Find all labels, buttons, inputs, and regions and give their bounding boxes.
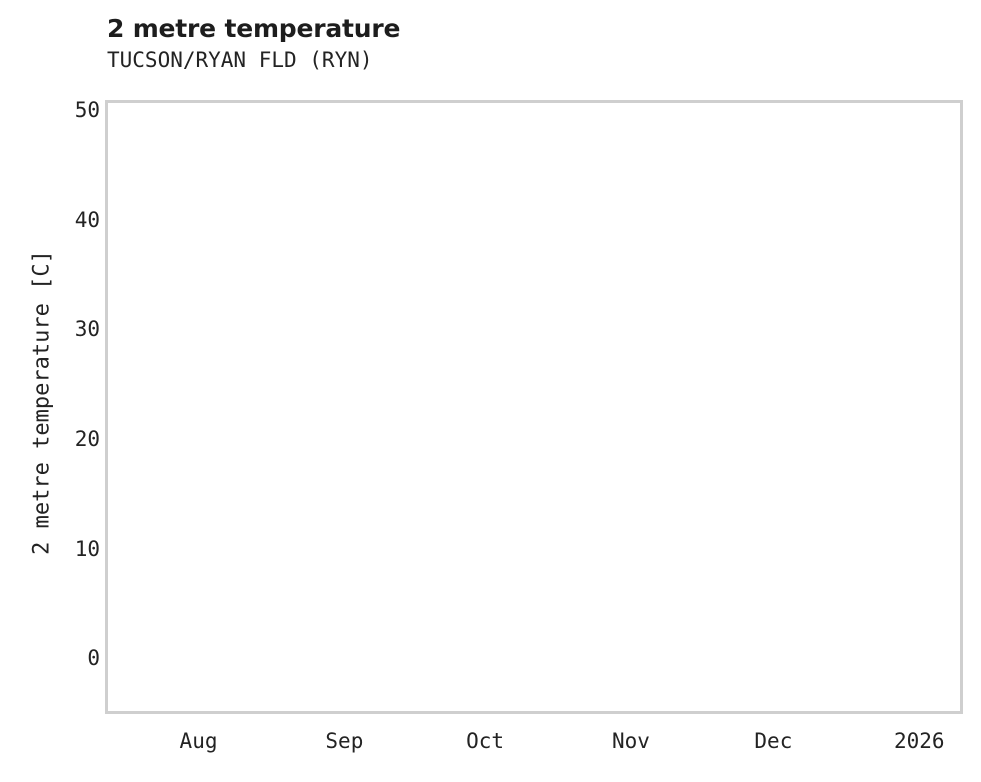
y-axis-tick-label: 30: [74, 317, 100, 342]
x-axis-tick-label: Dec: [754, 729, 793, 753]
y-axis-label: 2 metre temperature [C]: [29, 250, 55, 555]
y-axis-tick-label: 10: [74, 536, 100, 561]
y-axis-tick-layer: 0 10 20 30 40 50: [30, 0, 100, 782]
x-axis-tick-label: Nov: [611, 729, 650, 753]
plot-area: [105, 100, 963, 714]
x-axis-tick-label: 2026: [893, 729, 945, 753]
y-axis-tick-label: 40: [74, 207, 100, 232]
x-axis-tick-label: Sep: [325, 729, 364, 753]
page-subtitle: TUCSON/RYAN FLD (RYN): [107, 48, 373, 72]
y-axis-tick-label: 20: [74, 426, 100, 451]
page-title: 2 metre temperature: [107, 14, 401, 43]
plot-frame: [105, 100, 963, 714]
y-axis-tick-label: 50: [74, 97, 100, 122]
y-axis-tick-label: 0: [87, 646, 100, 671]
x-axis-tick-label: Oct: [466, 729, 505, 753]
title-block: 2 metre temperature TUCSON/RYAN FLD (RYN…: [107, 14, 807, 73]
x-axis-tick-label: Aug: [179, 729, 218, 753]
